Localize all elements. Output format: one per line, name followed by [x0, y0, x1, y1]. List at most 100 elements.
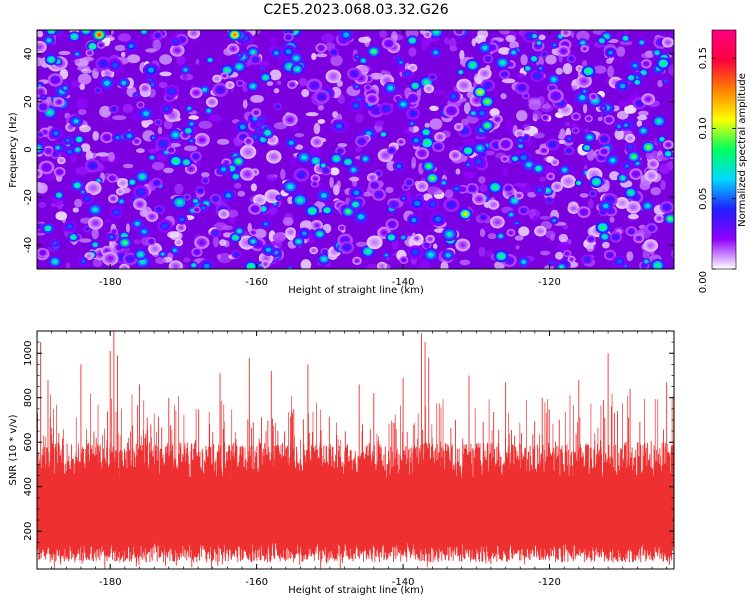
heatmap-blob — [465, 183, 479, 195]
heatmap-blob — [282, 179, 299, 194]
heatmap-blob — [547, 259, 556, 267]
heatmap-blob — [407, 63, 418, 72]
heatmap-blob — [137, 225, 151, 238]
heatmap-blob — [37, 101, 50, 113]
heatmap-blob — [62, 220, 77, 233]
heatmap-texture — [125, 223, 130, 234]
heatmap-texture — [555, 67, 563, 75]
heatmap-texture — [440, 261, 449, 269]
heatmap-blob — [652, 48, 662, 57]
heatmap-blob — [216, 163, 231, 176]
heatmap-blob — [102, 251, 119, 266]
heatmap-texture — [619, 40, 633, 46]
heatmap-blob — [150, 177, 163, 188]
heatmap-texture — [558, 233, 568, 243]
heatmap-blob — [155, 136, 172, 151]
heatmap-blob — [654, 214, 665, 223]
heatmap-texture — [287, 196, 294, 205]
heatmap-blob — [131, 218, 144, 229]
snr-x-tick-label: -180 — [99, 577, 122, 588]
heatmap-texture — [280, 168, 286, 180]
heatmap-blob — [508, 48, 519, 57]
heatmap-blob — [385, 232, 398, 243]
heatmap-blob — [662, 37, 674, 48]
heatmap-blob — [329, 152, 344, 165]
heatmap-blob — [259, 72, 272, 83]
heatmap-blob — [353, 53, 362, 61]
heatmap-blob — [586, 235, 596, 244]
heatmap-texture — [665, 161, 673, 170]
heatmap-texture — [75, 166, 89, 176]
heatmap-texture — [336, 80, 343, 87]
heatmap-blob — [72, 50, 82, 58]
heatmap-texture — [539, 215, 551, 220]
heatmap-blob — [381, 37, 396, 50]
heatmap-blob — [236, 79, 245, 87]
heatmap-blob — [136, 101, 145, 109]
heatmap-blob — [124, 40, 138, 52]
heatmap-texture — [133, 239, 141, 245]
heatmap-blob — [347, 67, 362, 81]
heatmap-blob — [98, 76, 115, 91]
heatmap-texture — [276, 80, 282, 85]
heatmap-blob — [477, 41, 492, 54]
heatmap-cells — [37, 30, 674, 269]
snr-frame — [36, 330, 675, 570]
heatmap-blob — [37, 169, 43, 179]
heatmap-blob — [282, 112, 298, 127]
heatmap-texture — [66, 262, 71, 269]
heatmap-blob — [530, 32, 539, 40]
heatmap-texture — [183, 145, 198, 152]
heatmap-texture — [444, 189, 454, 199]
heatmap-blob — [428, 73, 437, 81]
heatmap-texture — [636, 120, 643, 128]
heatmap-blob — [401, 69, 413, 79]
heatmap-blob — [244, 260, 258, 269]
heatmap-texture — [96, 152, 110, 157]
heatmap-blob — [577, 206, 591, 219]
heatmap-blob — [581, 65, 596, 78]
heatmap-peak — [480, 95, 495, 108]
heatmap-texture — [127, 54, 141, 64]
heatmap-blob — [53, 144, 62, 152]
heatmap-blob — [53, 190, 65, 200]
heatmap-y-tick-label: -40 — [23, 237, 34, 253]
heatmap-texture — [359, 65, 370, 73]
heatmap-texture — [311, 52, 317, 61]
heatmap-texture — [355, 113, 364, 124]
heatmap-texture — [385, 186, 394, 194]
heatmap-blob — [189, 87, 203, 99]
heatmap-texture — [122, 104, 134, 113]
heatmap-blob — [566, 54, 577, 63]
heatmap-blob — [409, 134, 424, 147]
heatmap-blob — [108, 194, 119, 204]
heatmap-blob — [584, 115, 593, 123]
snr-y-tick-label: 600 — [23, 433, 34, 452]
heatmap-blob — [226, 43, 240, 55]
heatmap-texture — [337, 143, 348, 148]
heatmap-blob — [193, 206, 201, 214]
heatmap-texture — [364, 37, 370, 47]
heatmap-blob — [182, 126, 194, 136]
heatmap-blob — [396, 138, 406, 146]
heatmap-blob — [69, 115, 84, 128]
heatmap-blob — [37, 131, 45, 139]
heatmap-texture — [478, 246, 486, 257]
heatmap-blob — [379, 130, 388, 138]
heatmap-texture — [217, 253, 232, 264]
heatmap-texture — [479, 184, 488, 193]
heatmap-texture — [642, 249, 651, 260]
heatmap-blob — [169, 245, 180, 255]
heatmap-peak — [531, 162, 546, 175]
heatmap-texture — [216, 254, 222, 260]
heatmap-texture — [455, 168, 461, 175]
heatmap-blob — [534, 225, 547, 237]
heatmap-texture — [157, 126, 163, 135]
heatmap-blob — [220, 189, 236, 202]
heatmap-blob — [503, 183, 514, 193]
heatmap-blob — [624, 186, 638, 199]
heatmap-blob — [305, 204, 320, 218]
heatmap-blob — [289, 52, 304, 65]
heatmap-blob — [158, 250, 167, 258]
heatmap-texture — [586, 148, 595, 161]
